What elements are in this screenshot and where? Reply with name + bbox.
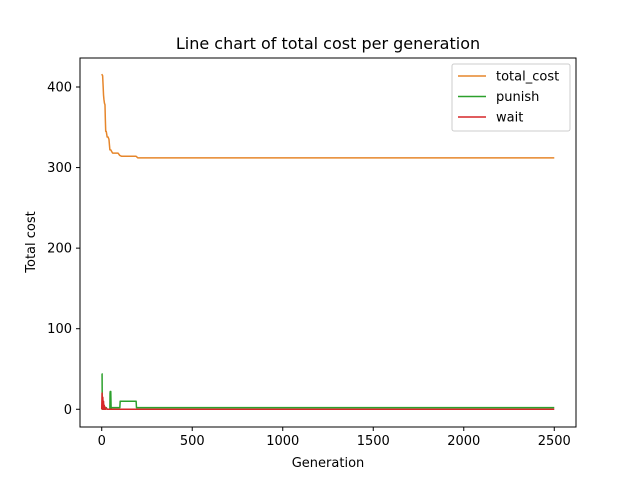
x-tick-label: 2500	[538, 434, 571, 449]
x-tick-label: 0	[98, 434, 106, 449]
y-tick-label: 400	[47, 81, 72, 96]
legend-box	[451, 63, 571, 132]
x-tick-label: 2000	[447, 434, 480, 449]
series-line-total-cost	[101, 73, 555, 159]
series-line-punish	[101, 373, 555, 411]
y-tick-label: 200	[47, 242, 72, 257]
x-tick-label: 1000	[266, 434, 299, 449]
series-line-wait	[100, 392, 555, 411]
y-tick-label: 0	[64, 403, 72, 418]
legend-label-wait: wait	[496, 111, 523, 126]
y-ticks: 0 100 200 300 400	[47, 81, 80, 418]
y-tick-label: 100	[47, 322, 72, 337]
legend-label-punish: punish	[496, 90, 539, 105]
x-tick-label: 500	[180, 434, 205, 449]
x-tick-label: 1500	[357, 434, 390, 449]
y-axis-label: Total cost	[24, 211, 39, 273]
legend-label-total-cost: total_cost	[496, 70, 559, 85]
x-ticks: 0 500 1000 1500 2000 2500	[98, 427, 571, 449]
plot-frame	[79, 57, 577, 428]
series-layer	[100, 73, 555, 411]
chart-title: Line chart of total cost per generation	[176, 34, 480, 53]
y-tick-label: 300	[47, 161, 72, 176]
x-axis-label: Generation	[292, 456, 365, 471]
